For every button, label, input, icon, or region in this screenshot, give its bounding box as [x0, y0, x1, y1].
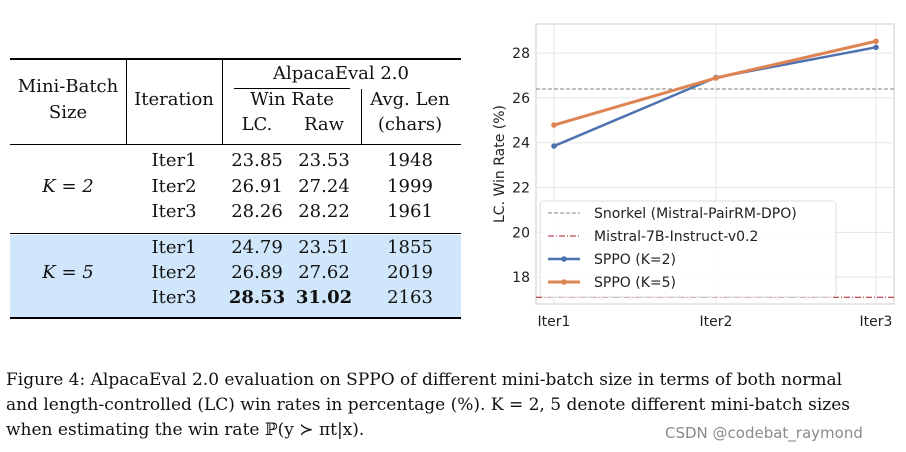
data-point: [551, 122, 557, 128]
data-point: [551, 143, 557, 149]
watermark: CSDN @codebat_raymond: [665, 424, 863, 442]
header-avglen: Avg. Len: [370, 89, 450, 110]
table-cell: 24.79: [231, 237, 283, 258]
winrate-rule: [234, 88, 350, 89]
header-alpacaeval: AlpacaEval 2.0: [273, 63, 409, 84]
y-axis-label: LC. Win Rate (%): [492, 105, 508, 223]
x-tick-label: Iter1: [538, 314, 571, 330]
table-cell: Iter2: [151, 176, 197, 197]
table-cell: 2163: [387, 287, 433, 308]
table-cell: 27.24: [298, 176, 350, 197]
vline-1: [126, 60, 127, 144]
legend-marker-k2: [561, 256, 567, 262]
y-tick-label: 18: [512, 270, 530, 286]
group-label-k5: K = 5: [42, 262, 94, 283]
table-cell: Iter2: [151, 262, 197, 283]
table-cell: Iter3: [151, 201, 197, 222]
y-tick-label: 26: [512, 91, 530, 107]
figure-caption: Figure 4: AlpacaEval 2.0 evaluation on S…: [6, 368, 900, 443]
k5-highlight: [10, 235, 461, 317]
table-cell: 26.91: [231, 176, 283, 197]
legend-label-mistral: Mistral-7B-Instruct-v0.2: [594, 229, 758, 245]
legend-label-k2: SPPO (K=2): [594, 252, 676, 268]
group-label-k2: K = 2: [42, 176, 94, 197]
vline-3: [361, 89, 362, 144]
y-tick-label: 24: [512, 136, 530, 152]
table-cell: 28.22: [298, 201, 350, 222]
y-tick-label: 20: [512, 225, 530, 241]
header-winrate: Win Rate: [250, 89, 334, 110]
caption-line-1: Figure 4: AlpacaEval 2.0 evaluation on S…: [6, 370, 843, 390]
table-cell: 1948: [387, 150, 433, 171]
results-table: Mini-Batch Size Iteration AlpacaEval 2.0…: [10, 58, 461, 320]
table-cell: Iter1: [151, 150, 197, 171]
lc-winrate-chart: 18 20 22 24 26 28 Iter1 Iter2 Iter3 LC. Win Rat…: [492, 23, 895, 330]
table-cell: 1961: [387, 201, 433, 222]
table-cell: 27.62: [298, 262, 350, 283]
header-rule: [10, 144, 461, 145]
y-tick-label: 28: [512, 46, 530, 62]
table-cell: 23.85: [231, 150, 283, 171]
table-cell: 23.51: [298, 237, 350, 258]
legend-box: [539, 200, 837, 298]
y-tick-label: 22: [512, 181, 530, 197]
table-cell-best-lc: 28.53: [228, 287, 286, 308]
legend-label-k5: SPPO (K=5): [594, 275, 676, 291]
x-tick-label: Iter2: [700, 314, 733, 330]
table-cell: 28.26: [231, 201, 283, 222]
table-cell-best-raw: 31.02: [295, 287, 353, 308]
table-cell: 2019: [387, 262, 433, 283]
legend-label-snorkel: Snorkel (Mistral-PairRM-DPO): [594, 206, 797, 222]
header-size: Size: [48, 102, 88, 123]
table-cell: 23.53: [298, 150, 350, 171]
legend-marker-k5: [561, 279, 567, 285]
table-cell: 1855: [387, 237, 433, 258]
header-iteration: Iteration: [134, 89, 214, 110]
bottom-rule: [10, 317, 461, 319]
table-cell: Iter3: [151, 287, 197, 308]
top-rule: [10, 58, 461, 60]
caption-line-3: when estimating the win rate ℙ(y ≻ πt|x)…: [6, 420, 365, 440]
group-rule: [10, 233, 461, 234]
header-lc: LC.: [241, 114, 273, 135]
header-minibatch: Mini-Batch: [17, 76, 119, 97]
table-cell: 1999: [387, 176, 433, 197]
table-cell: Iter1: [151, 237, 197, 258]
data-point: [873, 44, 879, 51]
header-raw: Raw: [303, 114, 345, 135]
caption-line-2: and length-controlled (LC) win rates in …: [6, 395, 851, 415]
header-chars: (chars): [377, 114, 443, 135]
vline-2: [222, 60, 223, 144]
data-point: [873, 38, 879, 45]
table-cell: 26.89: [231, 262, 283, 283]
x-tick-label: Iter3: [860, 314, 893, 330]
data-point: [713, 75, 719, 81]
